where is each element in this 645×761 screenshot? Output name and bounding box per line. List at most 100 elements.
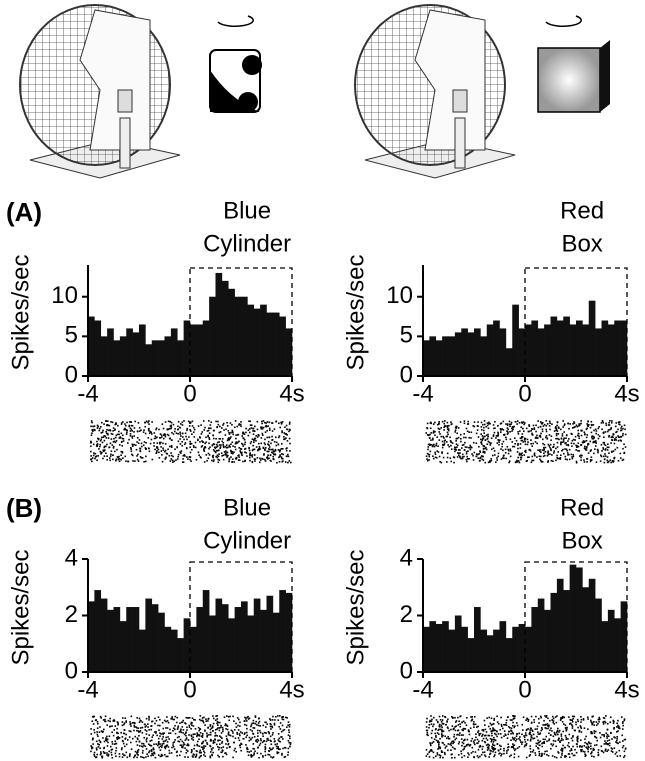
spike-dot bbox=[514, 757, 516, 759]
spike-dot bbox=[109, 429, 111, 431]
spike-dot bbox=[560, 454, 562, 456]
spike-dot bbox=[152, 720, 154, 722]
spike-dot bbox=[268, 451, 270, 453]
spike-dot bbox=[104, 449, 106, 451]
spike-dot bbox=[231, 424, 233, 426]
spike-dot bbox=[253, 433, 255, 435]
spike-dot bbox=[489, 461, 491, 463]
spike-dot bbox=[217, 718, 219, 720]
spike-dot bbox=[551, 730, 553, 732]
spike-dot bbox=[503, 441, 505, 443]
spike-dot bbox=[146, 730, 148, 732]
spike-dot bbox=[452, 743, 454, 745]
spike-dot bbox=[133, 444, 135, 446]
spike-dot bbox=[560, 429, 562, 431]
spike-dot bbox=[609, 742, 611, 744]
spike-dot bbox=[624, 755, 626, 757]
spike-dot bbox=[266, 723, 268, 725]
spike-dot bbox=[222, 741, 224, 743]
spike-dot bbox=[204, 730, 206, 732]
spike-dot bbox=[151, 433, 153, 435]
spike-dot bbox=[112, 454, 114, 456]
spike-dot bbox=[111, 754, 113, 756]
spike-dot bbox=[427, 735, 429, 737]
spike-dot bbox=[96, 731, 98, 733]
spike-dot bbox=[443, 457, 445, 459]
spike-dot bbox=[510, 730, 512, 732]
spike-dot bbox=[262, 725, 264, 727]
spike-dot bbox=[122, 736, 124, 738]
spike-dot bbox=[426, 749, 428, 751]
spike-dot bbox=[133, 435, 135, 437]
x-tick-label: -4 bbox=[412, 380, 433, 407]
spike-dot bbox=[285, 433, 287, 435]
bar bbox=[487, 635, 494, 672]
spike-dot bbox=[537, 449, 539, 451]
spike-dot bbox=[103, 449, 105, 451]
spike-dot bbox=[175, 733, 177, 735]
spike-dot bbox=[267, 421, 269, 423]
spike-dot bbox=[554, 430, 556, 432]
spike-dot bbox=[199, 734, 201, 736]
spike-dot bbox=[180, 744, 182, 746]
spike-dot bbox=[154, 449, 156, 451]
spike-dot bbox=[234, 729, 236, 731]
spike-dot bbox=[238, 737, 240, 739]
spike-dot bbox=[219, 459, 221, 461]
spike-dot bbox=[430, 745, 432, 747]
spike-dot bbox=[561, 735, 563, 737]
spike-dot bbox=[219, 743, 221, 745]
spike-dot bbox=[123, 732, 125, 734]
spike-dot bbox=[533, 425, 535, 427]
spike-dot bbox=[433, 724, 435, 726]
spike-dot bbox=[531, 461, 533, 463]
spike-dot bbox=[190, 452, 192, 454]
spike-dot bbox=[276, 748, 278, 750]
spike-dot bbox=[483, 729, 485, 731]
spike-dot bbox=[241, 732, 243, 734]
spike-dot bbox=[610, 459, 612, 461]
spike-dot bbox=[538, 742, 540, 744]
spike-dot bbox=[209, 446, 211, 448]
spike-dot bbox=[264, 442, 266, 444]
spike-dot bbox=[489, 750, 491, 752]
spike-dot bbox=[222, 729, 224, 731]
spike-dot bbox=[264, 449, 266, 451]
spike-dot bbox=[281, 754, 283, 756]
spike-dot bbox=[266, 738, 268, 740]
spike-dot bbox=[91, 422, 93, 424]
spike-dot bbox=[516, 735, 518, 737]
spike-dot bbox=[196, 744, 198, 746]
spike-dot bbox=[259, 721, 261, 723]
spike-dot bbox=[552, 716, 554, 718]
spike-dot bbox=[101, 422, 103, 424]
spike-dot bbox=[554, 732, 556, 734]
spike-dot bbox=[282, 718, 284, 720]
spike-dot bbox=[261, 423, 263, 425]
spike-dot bbox=[270, 460, 272, 462]
spike-dot bbox=[619, 437, 621, 439]
spike-dot bbox=[91, 720, 93, 722]
spike-dot bbox=[622, 428, 624, 430]
spike-dot bbox=[110, 454, 112, 456]
bar bbox=[614, 321, 621, 377]
spike-dot bbox=[105, 420, 107, 422]
spike-dot bbox=[222, 438, 224, 440]
spike-dot bbox=[615, 753, 617, 755]
spike-dot bbox=[113, 438, 115, 440]
spike-dot bbox=[186, 428, 188, 430]
spike-dot bbox=[210, 725, 212, 727]
spike-dot bbox=[162, 443, 164, 445]
spike-dot bbox=[177, 725, 179, 727]
spike-dot bbox=[565, 724, 567, 726]
spike-dot bbox=[218, 453, 220, 455]
spike-dot bbox=[289, 746, 291, 748]
spike-dot bbox=[545, 736, 547, 738]
spike-dot bbox=[581, 719, 583, 721]
spike-dot bbox=[192, 734, 194, 736]
spike-dot bbox=[573, 755, 575, 757]
spike-dot bbox=[280, 422, 282, 424]
spike-dot bbox=[132, 738, 134, 740]
spike-dot bbox=[566, 738, 568, 740]
spike-dot bbox=[429, 721, 431, 723]
